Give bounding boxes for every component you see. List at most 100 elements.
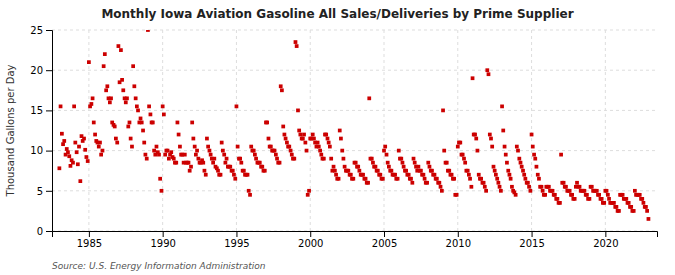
point (316, 141, 320, 145)
point (204, 173, 208, 177)
x-grid-line (531, 30, 532, 231)
y-tick-mark (46, 110, 52, 111)
point (317, 145, 321, 149)
x-grid-line (310, 30, 311, 231)
point (60, 132, 64, 136)
point (332, 165, 336, 169)
point (437, 181, 441, 185)
points (58, 30, 651, 221)
point (274, 153, 278, 157)
point (487, 72, 491, 76)
point (575, 181, 579, 185)
y-tick-label: 20 (30, 65, 43, 76)
point (87, 60, 91, 64)
point (102, 64, 106, 68)
x-tick-mark (605, 231, 606, 237)
x-tick-label: 1985 (77, 238, 102, 249)
point (532, 153, 536, 157)
point (338, 129, 342, 133)
point (469, 185, 473, 189)
point (530, 133, 534, 137)
point (570, 193, 574, 197)
x-axis: 19851990199520002005201020152020 (53, 231, 658, 249)
x-tick: 2005 (372, 231, 397, 249)
y-tick-label: 5 (37, 186, 43, 197)
point (607, 197, 611, 201)
point (172, 157, 176, 161)
point (225, 157, 229, 161)
point (183, 153, 187, 157)
y-tick-label: 15 (30, 105, 43, 116)
x-tick-label: 1990 (150, 238, 175, 249)
y-tick-mark (46, 30, 52, 31)
point (233, 177, 237, 181)
point (193, 145, 197, 149)
point (140, 121, 144, 125)
point (463, 161, 467, 165)
point (456, 145, 460, 149)
point (235, 105, 239, 109)
point (113, 125, 117, 129)
point (615, 205, 619, 209)
y-axis-label: Thousand Gallons per Day (5, 64, 16, 197)
point (412, 157, 416, 161)
y-tick-mark (46, 70, 52, 71)
point (90, 102, 94, 106)
point (283, 133, 287, 137)
chart: 1985199019952000200520102015202005101520… (0, 0, 675, 275)
point (305, 149, 309, 153)
point (92, 121, 96, 125)
point (500, 105, 504, 109)
point (169, 150, 173, 154)
point (211, 161, 215, 165)
point (322, 157, 326, 161)
point (617, 209, 621, 213)
point (541, 189, 545, 193)
point (482, 181, 486, 185)
point (73, 141, 77, 145)
point (278, 161, 282, 165)
point (120, 78, 124, 82)
point (75, 150, 79, 154)
point (337, 177, 341, 181)
point (117, 44, 121, 48)
point (495, 177, 499, 181)
point (248, 193, 252, 197)
point (249, 145, 253, 149)
point (499, 189, 503, 193)
point (208, 149, 212, 153)
y-grid-line (52, 30, 657, 31)
point (188, 169, 192, 173)
point (128, 121, 132, 125)
point (216, 169, 220, 173)
point (647, 217, 651, 221)
point (386, 161, 390, 165)
point (509, 177, 513, 181)
point (93, 133, 97, 137)
point (520, 165, 524, 169)
point (67, 154, 71, 158)
point (339, 137, 343, 141)
point (417, 165, 421, 169)
point (390, 169, 394, 173)
point (212, 157, 216, 161)
point (605, 189, 609, 193)
x-tick: 1995 (224, 231, 249, 249)
plot-area: 1985199019952000200520102015202005101520… (30, 25, 657, 249)
point (526, 181, 530, 185)
point (220, 141, 224, 145)
point (91, 96, 95, 100)
point (201, 161, 205, 165)
x-tick-mark (163, 231, 164, 237)
point (287, 145, 291, 149)
point (488, 133, 492, 137)
point (267, 137, 271, 141)
point (402, 165, 406, 169)
point (289, 149, 293, 153)
point (69, 164, 73, 168)
point (479, 177, 483, 181)
point (351, 177, 355, 181)
point (130, 145, 134, 149)
point (129, 137, 133, 141)
point (435, 177, 439, 181)
